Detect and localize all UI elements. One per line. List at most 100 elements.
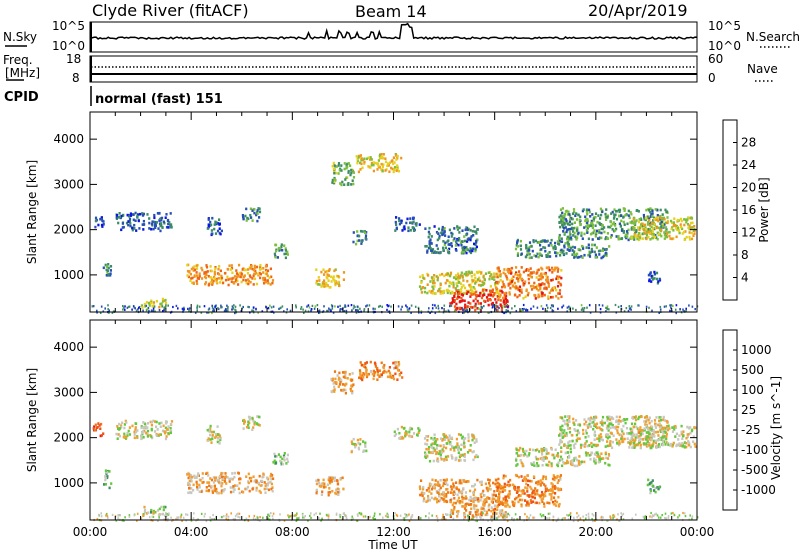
power-cell: [148, 227, 151, 230]
power-cell: [134, 219, 137, 222]
power-cell: [581, 237, 584, 240]
power-cell: [256, 219, 259, 223]
power-cell: [465, 305, 468, 309]
velocity-cell: [491, 495, 494, 498]
power-cell: [428, 289, 431, 293]
velocity-ground-cell: [344, 514, 347, 517]
power-cell: [463, 306, 467, 309]
velocity-cell: [654, 439, 657, 443]
velocity-cell: [551, 483, 554, 486]
velocity-cell: [584, 442, 587, 445]
velocity-cell: [461, 498, 464, 501]
power-cell: [186, 263, 189, 267]
power-cell: [428, 240, 431, 243]
velocity-cell: [430, 492, 433, 495]
velocity-cell: [257, 415, 261, 419]
velocity-cell: [187, 483, 190, 486]
power-cell: [671, 221, 674, 225]
power-cell: [585, 246, 588, 249]
power-cell: [563, 227, 566, 230]
power-ground-cell: [231, 308, 233, 311]
velocity-cell: [216, 440, 219, 444]
power-cell: [466, 273, 470, 276]
velocity-cell: [476, 508, 480, 512]
power-cell: [213, 223, 216, 226]
velocity-cell: [427, 497, 430, 500]
power-cell: [457, 289, 460, 292]
power-cell: [546, 266, 549, 270]
velocity-cell: [604, 451, 607, 455]
power-cell: [428, 232, 431, 236]
velocity-cell: [429, 451, 432, 454]
power-ground-cell: [175, 304, 178, 307]
power-cell: [262, 278, 265, 282]
velocity-cell: [359, 374, 362, 377]
power-cell: [340, 169, 343, 172]
velocity-cell: [435, 459, 439, 463]
power-cell: [573, 221, 576, 224]
power-ground-cell: [235, 309, 237, 312]
power-cell: [605, 236, 608, 239]
velocity-cell: [446, 483, 449, 487]
power-ground-cell: [248, 306, 250, 309]
power-cell: [645, 208, 648, 212]
velocity-cell: [496, 486, 499, 489]
velocity-cell: [459, 433, 462, 437]
power-ground-cell: [569, 306, 572, 309]
velocity-cell: [285, 462, 288, 465]
velocity-cell: [645, 420, 648, 423]
velocity-cell: [598, 439, 601, 443]
velocity-cell: [409, 426, 412, 430]
velocity-cell: [459, 448, 463, 451]
velocity-cell: [600, 428, 603, 431]
velocity-cell: [434, 439, 437, 443]
velocity-cell: [452, 501, 455, 505]
power-cell: [220, 276, 224, 280]
velocity-cell: [213, 479, 217, 482]
power-cell: [566, 213, 569, 216]
velocity-cell: [442, 482, 445, 485]
power-cell: [467, 270, 470, 274]
velocity-ground-cell: [357, 514, 359, 517]
velocity-cell: [693, 442, 696, 446]
velocity-cell: [443, 438, 447, 441]
velocity-cell: [464, 495, 467, 498]
power-cell: [214, 267, 217, 271]
power-cell: [550, 244, 553, 247]
power-cell: [264, 268, 268, 272]
power-cell: [557, 281, 560, 284]
power-cell: [388, 170, 391, 173]
power-cell: [551, 288, 554, 292]
power-cell: [247, 279, 250, 283]
velocity-cell: [488, 484, 491, 487]
power-ground-cell: [132, 305, 135, 308]
velocity-cell: [649, 491, 652, 495]
velocity-ground-cell: [591, 513, 594, 516]
power-cell: [578, 218, 581, 222]
power-cell: [359, 229, 363, 233]
power-cell: [495, 281, 499, 284]
velocity-cell: [505, 512, 508, 516]
power-cell: [510, 272, 513, 275]
velocity-cell: [191, 475, 194, 479]
power-cell: [686, 218, 689, 221]
power-cell: [458, 295, 461, 299]
velocity-cell: [162, 424, 165, 428]
power-cell: [142, 212, 145, 216]
velocity-cell: [437, 483, 440, 486]
velocity-cell: [434, 442, 437, 446]
power-cell: [502, 296, 505, 300]
power-cell: [233, 275, 237, 278]
velocity-cell: [541, 448, 544, 451]
power-cell: [498, 270, 501, 273]
power-cell: [444, 246, 447, 250]
velocity-cell: [463, 512, 466, 515]
power-cell: [626, 232, 629, 235]
power-ground-cell: [233, 304, 235, 307]
power-cell: [337, 275, 340, 278]
velocity-cell: [534, 455, 537, 459]
velocity-cell: [655, 416, 658, 419]
velocity-ground-cell: [212, 518, 214, 521]
power-cell: [688, 238, 692, 241]
power-cell: [474, 302, 477, 306]
